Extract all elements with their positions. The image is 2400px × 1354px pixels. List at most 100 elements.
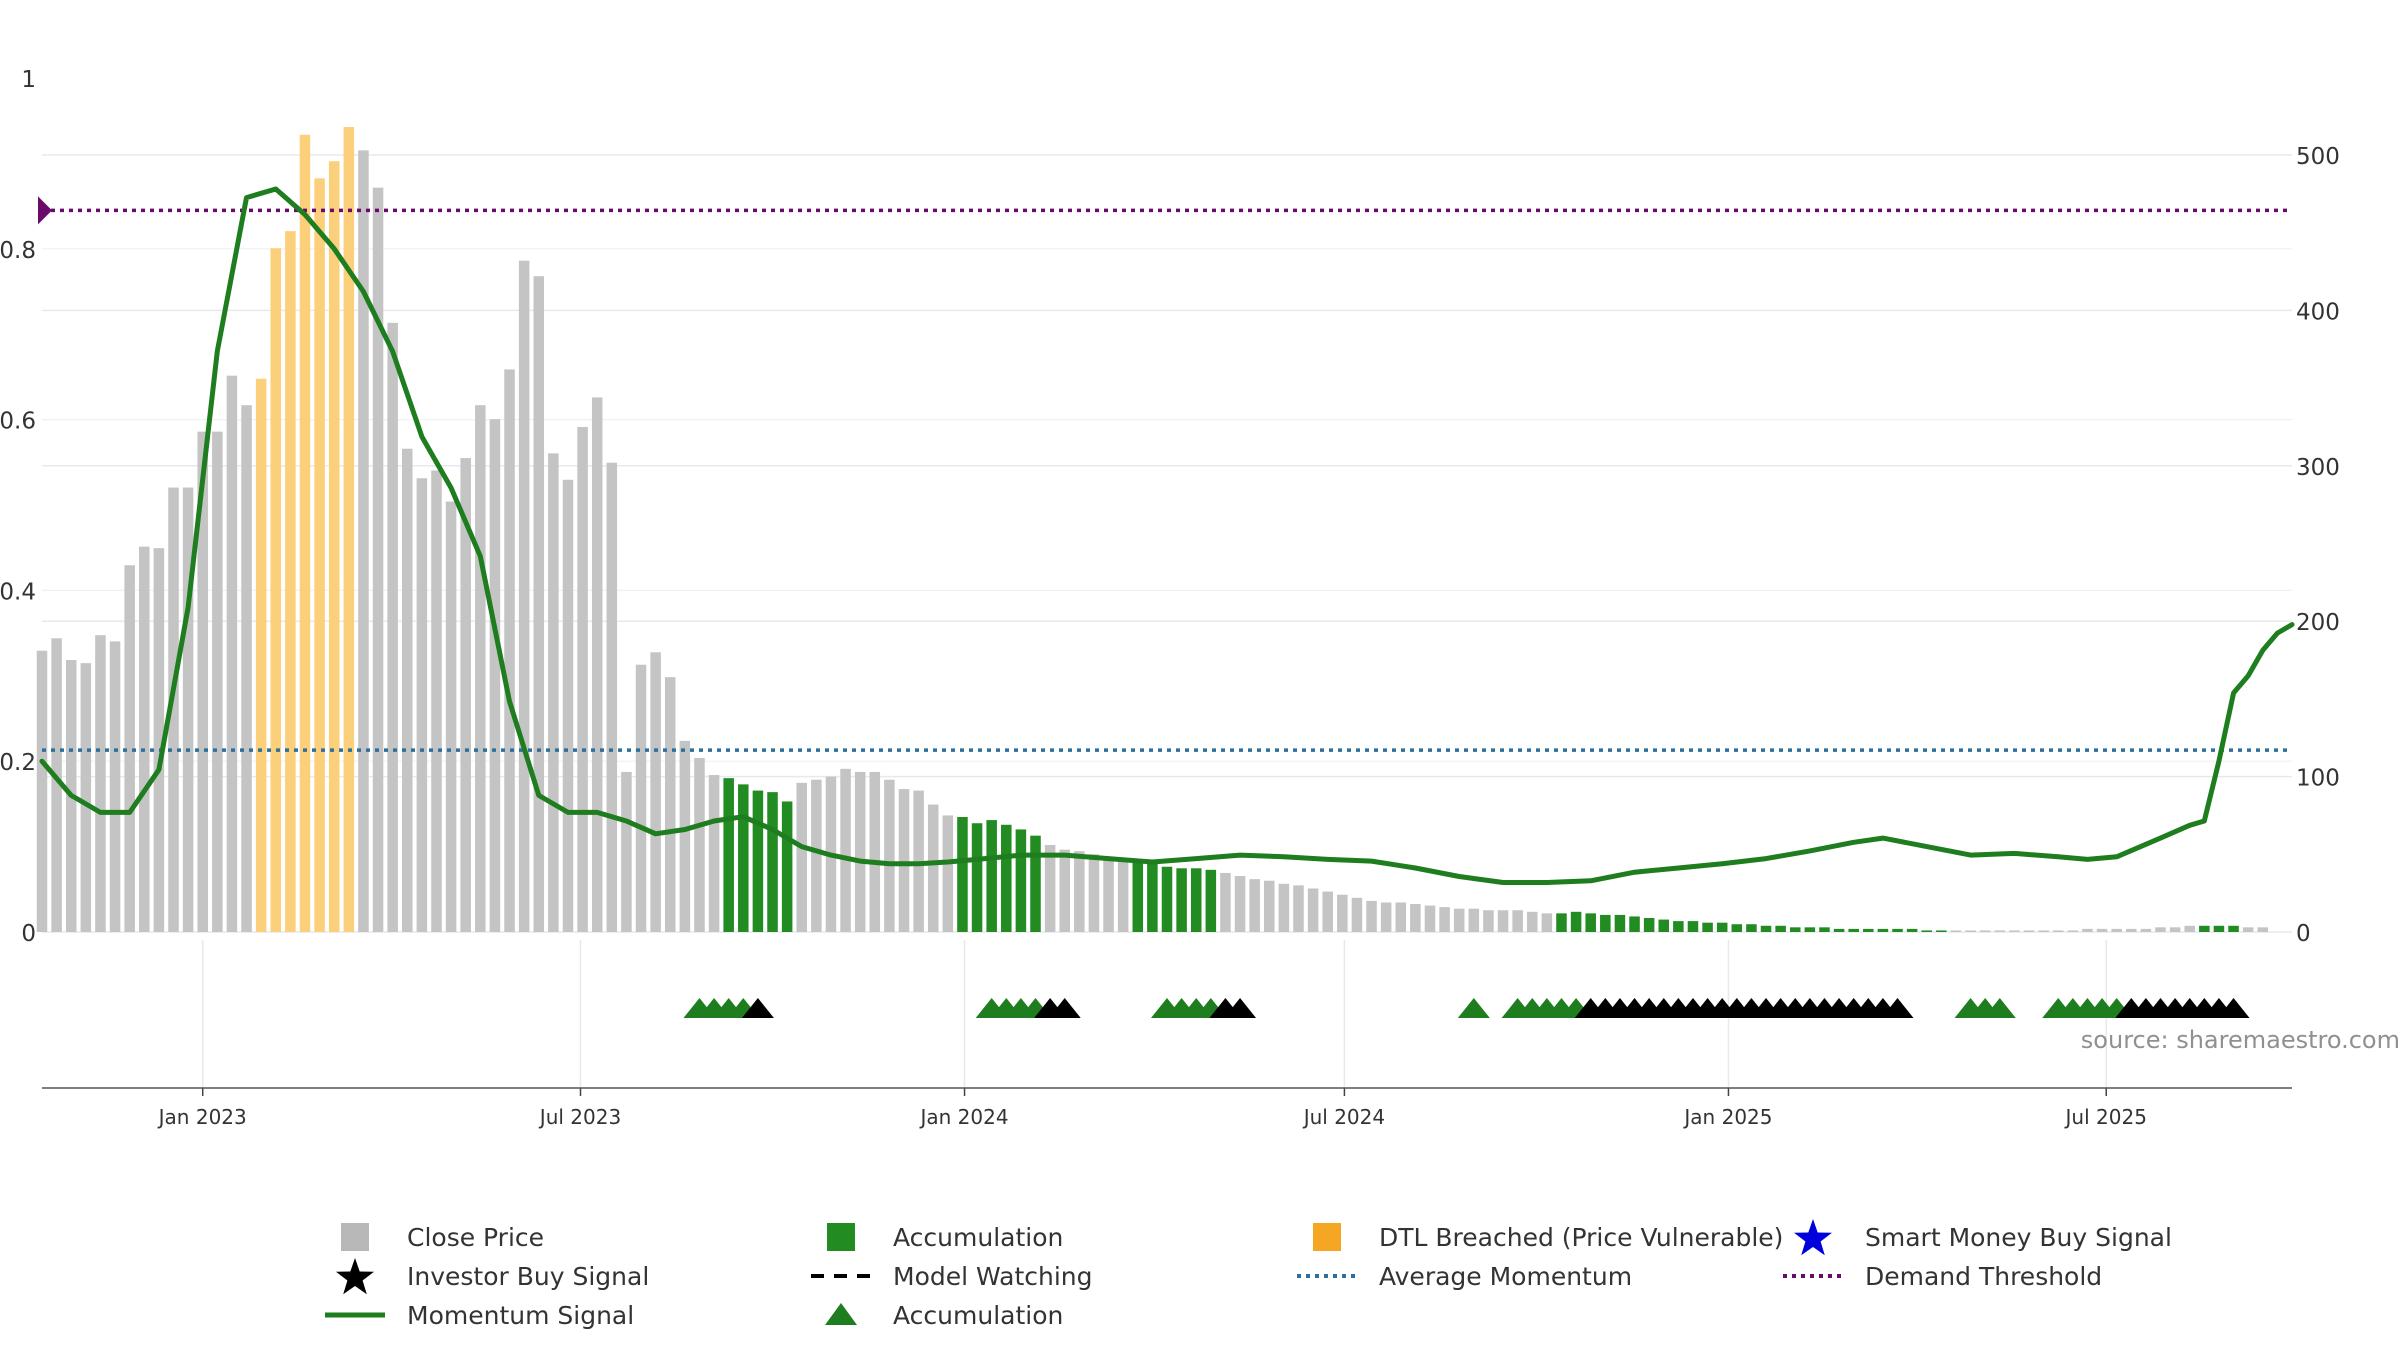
price-bar <box>1307 888 1319 932</box>
price-bar <box>1278 883 1290 932</box>
x-axis-tick-Jul-2024: Jul 2024 <box>1302 1105 1385 1129</box>
accumulation-bar <box>1614 914 1626 932</box>
price-bar <box>548 453 559 932</box>
accumulation-bar <box>1921 930 1932 932</box>
price-bar <box>95 635 106 932</box>
accumulation-bar <box>1161 866 1173 932</box>
accumulation-bar <box>1833 928 1845 932</box>
legend-label: Momentum Signal <box>407 1301 634 1330</box>
price-bar <box>1950 930 1962 932</box>
legend-item-demand-threshold: Demand Threshold <box>1783 1262 2102 1291</box>
legend-label: Accumulation <box>893 1301 1063 1330</box>
price-bar <box>1234 876 1246 932</box>
accumulation-bar <box>957 817 968 932</box>
price-bar <box>1220 872 1231 932</box>
accumulation-bar <box>767 792 778 932</box>
accumulation-bar <box>1556 913 1567 932</box>
dtl-bar <box>285 231 296 932</box>
accumulation-bar <box>1570 911 1582 932</box>
price-bar <box>1483 910 1494 932</box>
accumulation-bar <box>1789 927 1801 932</box>
legend-star-icon <box>1794 1219 1832 1256</box>
legend-item-accumulation: Accumulation <box>827 1223 1063 1252</box>
accumulation-bar <box>1629 916 1640 932</box>
accumulation-bar <box>1687 921 1699 932</box>
left-axis-tick-1: 1 <box>21 67 36 93</box>
right-axis-tick-0: 0 <box>2296 921 2311 947</box>
price-bar <box>562 479 574 932</box>
accumulation-bar <box>1892 928 1903 932</box>
price-bar <box>2111 928 2122 932</box>
accumulation-bar <box>1775 925 1786 932</box>
accumulation-bar <box>1015 829 1027 932</box>
price-bar <box>109 641 121 932</box>
dtl-bar <box>255 378 267 932</box>
accumulation-bar <box>2213 925 2225 932</box>
price-bar <box>591 397 603 932</box>
dtl-bar <box>343 127 355 932</box>
legend-label: Investor Buy Signal <box>407 1262 649 1291</box>
price-bar <box>2082 928 2093 932</box>
price-bar <box>153 548 165 932</box>
price-bar <box>2038 930 2049 932</box>
price-bar <box>650 652 661 932</box>
price-bar <box>1380 902 1392 932</box>
price-bar <box>2169 927 2181 932</box>
legend-label: Close Price <box>407 1223 544 1252</box>
price-bar <box>460 458 471 932</box>
price-bar <box>1103 857 1114 932</box>
price-bar <box>884 779 895 932</box>
source-note: source: sharemaestro.com <box>2081 1026 2400 1054</box>
accumulation-bar <box>1863 928 1874 932</box>
left-axis-tick-0.8: 0.8 <box>0 238 36 264</box>
legend-item-accumulation: Accumulation <box>825 1301 1063 1330</box>
price-bar <box>124 565 135 932</box>
accumulation-bar <box>1673 921 1684 932</box>
price-bar <box>2067 930 2079 932</box>
price-bar <box>621 771 632 932</box>
price-bar <box>1512 910 1523 932</box>
accumulation-bar <box>1205 869 1217 932</box>
price-bar <box>708 775 720 932</box>
price-bar <box>1322 891 1333 932</box>
price-bar <box>2096 928 2108 932</box>
price-bar <box>2242 927 2254 932</box>
accumulation-bar <box>1585 913 1596 932</box>
price-bar <box>1994 930 2006 932</box>
dtl-bar <box>328 161 340 932</box>
price-bar <box>475 405 486 933</box>
price-bar <box>387 322 398 932</box>
price-bar <box>1059 849 1070 932</box>
legend-star-icon <box>336 1258 374 1295</box>
price-bar <box>2052 930 2064 932</box>
demand-threshold-marker <box>38 196 52 225</box>
investor-buy-triangle <box>1048 998 1081 1018</box>
price-bar <box>2009 930 2020 932</box>
price-bar <box>2184 925 2195 932</box>
price-bar <box>942 815 954 932</box>
price-bar <box>679 740 691 932</box>
accumulation-bar <box>1147 863 1158 932</box>
investor-buy-triangle <box>1881 998 1914 1018</box>
price-bar <box>197 431 208 932</box>
legend-label: Average Momentum <box>1379 1262 1632 1291</box>
price-bar <box>489 419 501 932</box>
accumulation-bar <box>1848 928 1859 932</box>
price-bar <box>1264 880 1275 932</box>
price-bar <box>898 789 910 932</box>
legend-item-average-momentum: Average Momentum <box>1297 1262 1632 1291</box>
accumulation-bar <box>1030 835 1041 932</box>
price-bar <box>694 757 705 932</box>
x-axis-tick-Jan-2025: Jan 2025 <box>1682 1105 1772 1129</box>
dtl-bar <box>270 248 282 933</box>
price-bar <box>606 462 618 932</box>
legend-label: Smart Money Buy Signal <box>1865 1223 2172 1252</box>
price-bar <box>2140 928 2152 932</box>
price-bar <box>840 768 851 932</box>
accumulation-bar <box>1716 922 1728 932</box>
price-bar <box>431 470 442 932</box>
x-axis-tick-Jan-2024: Jan 2024 <box>918 1105 1008 1129</box>
legend-label: Accumulation <box>893 1223 1063 1252</box>
accumulation-bar <box>1731 924 1743 932</box>
